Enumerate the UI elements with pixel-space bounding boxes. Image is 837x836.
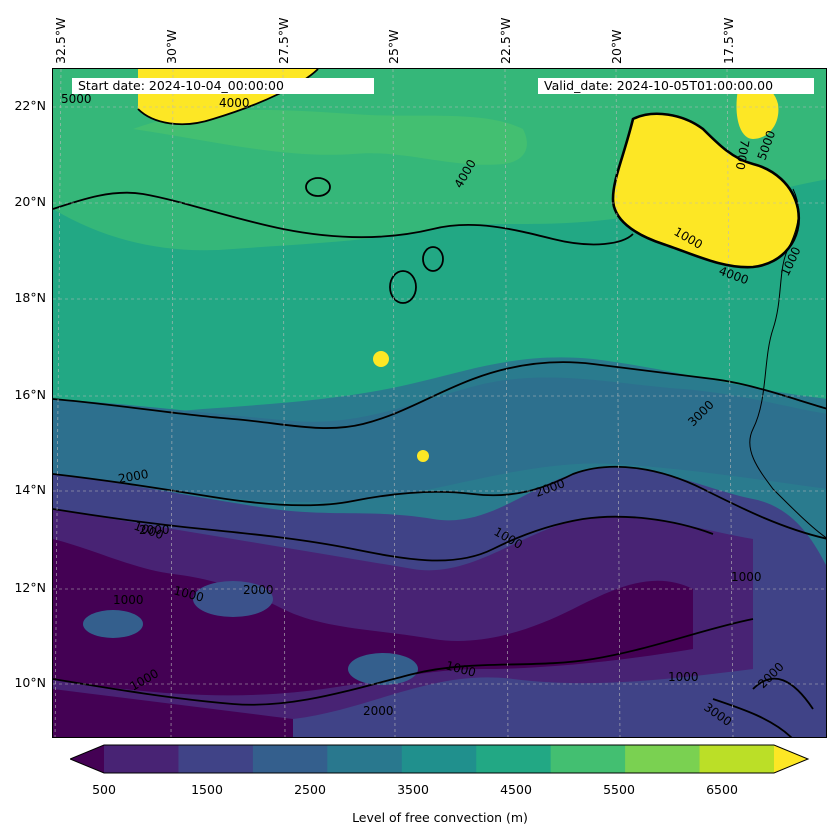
graticule: [53, 69, 826, 737]
band-5500: [133, 109, 527, 165]
longitude-label: 27.5°W: [276, 17, 291, 64]
longitude-label: 17.5°W: [721, 17, 736, 64]
colorbar-tick: 4500: [500, 782, 532, 797]
longitude-label: 25°W: [386, 29, 401, 64]
contour-label: 2000: [243, 583, 274, 597]
contour-label: 1000: [668, 670, 699, 684]
colorbar-cell: [476, 745, 552, 773]
longitude-label: 30°W: [164, 29, 179, 64]
contour-label: 5000: [61, 92, 92, 106]
colorbar-cell: [178, 745, 254, 773]
pocket: [348, 653, 418, 685]
contour-label: 4000: [219, 96, 250, 110]
latitude-label: 18°N: [14, 290, 46, 305]
contour-label: 2000: [363, 704, 394, 718]
colorbar-cell: [252, 745, 328, 773]
longitude-label: 20°W: [609, 29, 624, 64]
band-500: [53, 539, 693, 696]
colorbar-cell: [401, 745, 477, 773]
colorbar-tick: 500: [92, 782, 116, 797]
high-region-northeast-top: [736, 84, 779, 139]
pocket: [83, 610, 143, 638]
contour-label: 2000: [117, 467, 150, 486]
colorbar-outline: [70, 744, 810, 774]
band-3000: [53, 377, 826, 503]
contour-lines: [53, 69, 826, 737]
colorbar-high-extend: [774, 745, 808, 773]
latitude-label: 16°N: [14, 387, 46, 402]
contour-label: 7000: [733, 138, 752, 171]
colorbar-low-extend: [70, 745, 104, 773]
start-date-label: Start date: 2024-10-04_00:00:00: [72, 78, 374, 94]
contour-label: 2000: [139, 523, 170, 537]
colorbar-cell: [699, 745, 775, 773]
colorbar-tick: 3500: [397, 782, 429, 797]
latitude-label: 20°N: [14, 194, 46, 209]
map-panel: 5000 4000 4000 4000 3000 3000 2000 2000 …: [52, 68, 827, 738]
latitude-label: 14°N: [14, 482, 46, 497]
contour-label: 1000: [113, 593, 144, 607]
high-spot: [417, 450, 429, 462]
latitude-label: 10°N: [14, 675, 46, 690]
high-region-northeast: [613, 113, 799, 268]
colorbar-title: Level of free convection (m): [352, 810, 528, 825]
colorbar: [70, 744, 810, 774]
colorbar-tick: 6500: [706, 782, 738, 797]
high-spot: [373, 351, 389, 367]
longitude-label: 32.5°W: [53, 17, 68, 64]
latitude-label: 22°N: [14, 98, 46, 113]
colorbar-cell: [327, 745, 403, 773]
longitude-label: 22.5°W: [498, 17, 513, 64]
valid-date-label: Valid_date: 2024-10-05T01:00:00.00: [538, 78, 814, 94]
contour-label: 1000: [731, 570, 762, 584]
pocket: [193, 581, 273, 617]
colorbar-cell: [625, 745, 701, 773]
latitude-label: 12°N: [14, 580, 46, 595]
colorbar-tick: 1500: [191, 782, 223, 797]
band-500-south: [53, 689, 293, 737]
colorbar-cell: [104, 745, 179, 773]
colorbar-tick: 2500: [294, 782, 326, 797]
contour-map: 5000 4000 4000 4000 3000 3000 2000 2000 …: [53, 69, 826, 737]
colorbar-tick: 5500: [603, 782, 635, 797]
colorbar-cell: [550, 745, 626, 773]
